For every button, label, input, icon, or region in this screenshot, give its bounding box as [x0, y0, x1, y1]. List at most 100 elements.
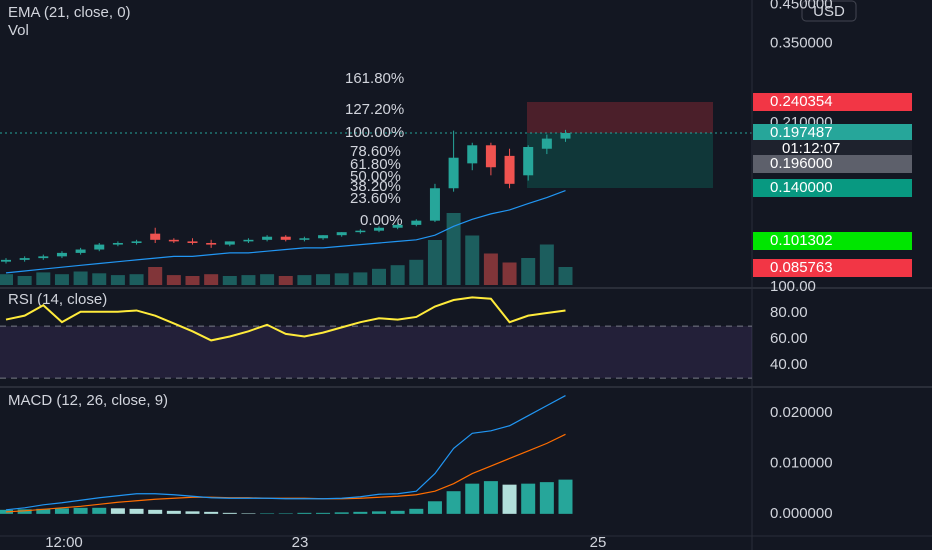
rsi-label: RSI (14, close)	[8, 291, 107, 308]
ema-line	[5, 189, 566, 274]
price-badge	[753, 155, 912, 173]
volume-bar	[260, 274, 275, 285]
volume-bar	[36, 272, 51, 285]
volume-bar	[185, 276, 200, 285]
volume-bar	[278, 276, 293, 285]
price-badge-text: 0.240354	[770, 93, 833, 110]
macd-histogram-bar	[110, 508, 125, 514]
volume-bar	[353, 272, 368, 285]
price-badge	[753, 232, 912, 250]
fib-label: 23.60%	[350, 190, 401, 207]
macd-histogram-bar	[204, 511, 219, 514]
macd-histogram-bar	[241, 513, 256, 514]
volume-bar	[241, 275, 256, 285]
candle-body	[560, 132, 571, 139]
candle-body	[150, 233, 161, 240]
rsi-tick-label: 60.00	[770, 330, 808, 347]
price-badge-text: 0.101302	[770, 232, 833, 249]
volume-bar	[17, 276, 32, 285]
candle-body	[112, 242, 123, 245]
volume-bar	[483, 253, 498, 285]
macd-histogram-bar	[222, 512, 237, 514]
stop-zone	[527, 102, 713, 133]
fib-label: 0.00%	[360, 212, 403, 229]
volume-bar	[110, 275, 125, 285]
price-badge-text: 0.085763	[770, 259, 833, 276]
macd-histogram-bar	[353, 511, 368, 514]
volume-bar	[297, 275, 312, 285]
time-label: 23	[292, 534, 309, 550]
volume-bar	[502, 262, 517, 285]
fib-label: 38.20%	[350, 178, 401, 195]
macd-histogram-bar	[502, 484, 517, 514]
macd-histogram-bar	[334, 512, 349, 514]
candle-body	[355, 230, 366, 233]
macd-histogram-bar	[185, 511, 200, 514]
macd-histogram-bar	[17, 509, 32, 514]
fib-label: 100.00%	[345, 124, 404, 141]
time-label: 12:00	[45, 534, 83, 550]
candle-body	[131, 241, 142, 243]
candle-body	[411, 220, 422, 225]
candle-body	[38, 256, 49, 259]
volume-bar	[521, 258, 536, 285]
candle-body	[504, 155, 515, 184]
candle-body	[187, 241, 198, 243]
candle-body	[392, 224, 403, 228]
candle-body	[1, 259, 11, 262]
volume-bar	[92, 273, 107, 285]
macd-line	[5, 395, 566, 511]
fib-label: 50.00%	[350, 168, 401, 185]
macd-histogram-bar	[36, 508, 51, 514]
candle-body	[94, 244, 105, 250]
candle-body	[56, 252, 67, 257]
volume-bar	[427, 240, 442, 285]
macd-histogram-bar	[73, 507, 88, 514]
macd-histogram-bar	[539, 482, 554, 514]
macd-histogram-bar	[129, 508, 144, 514]
candle-body	[168, 239, 179, 242]
volume-bar	[372, 268, 386, 285]
candle-body	[280, 236, 291, 240]
volume-bar	[222, 276, 237, 285]
volume-bar	[73, 271, 88, 285]
volume-bar	[446, 213, 461, 285]
price-badge	[753, 140, 912, 158]
candle-body	[467, 145, 478, 164]
macd-histogram-bar	[465, 483, 480, 514]
macd-histogram-bar	[260, 513, 275, 514]
price-badge	[753, 124, 912, 142]
volume-bar	[390, 265, 405, 285]
candle-body	[318, 235, 329, 239]
macd-histogram-bar	[409, 508, 424, 514]
macd-histogram-bar	[148, 509, 163, 514]
fib-label: 78.60%	[350, 143, 401, 160]
macd-label: MACD (12, 26, close, 9)	[8, 392, 168, 409]
currency[interactable]: USD	[813, 3, 845, 20]
macd-histogram-bar	[446, 491, 461, 514]
macd-histogram-bar	[372, 511, 386, 514]
price-badge	[753, 179, 912, 197]
macd-histogram-bar	[92, 507, 107, 514]
volume-bar	[54, 274, 69, 285]
volume-bar	[316, 274, 331, 285]
volume-bar	[558, 267, 573, 285]
macd-histogram-bar	[297, 512, 312, 514]
macd-tick-label: 0.010000	[770, 454, 833, 471]
macd-histogram-bar	[166, 510, 181, 514]
fib-label: 161.80%	[345, 70, 404, 87]
candle-body	[262, 236, 273, 240]
macd-histogram-bar	[521, 483, 536, 514]
currency-button[interactable]	[801, 0, 857, 22]
candle-body	[224, 241, 235, 245]
volume-bar	[148, 267, 163, 285]
fib-label: 61.80%	[350, 156, 401, 173]
candle-body	[374, 227, 384, 231]
volume-bar	[539, 244, 554, 285]
macd-histogram-bar	[483, 481, 498, 514]
candle-body	[448, 157, 459, 189]
volume-bar	[334, 273, 349, 285]
rsi-band	[0, 326, 752, 379]
